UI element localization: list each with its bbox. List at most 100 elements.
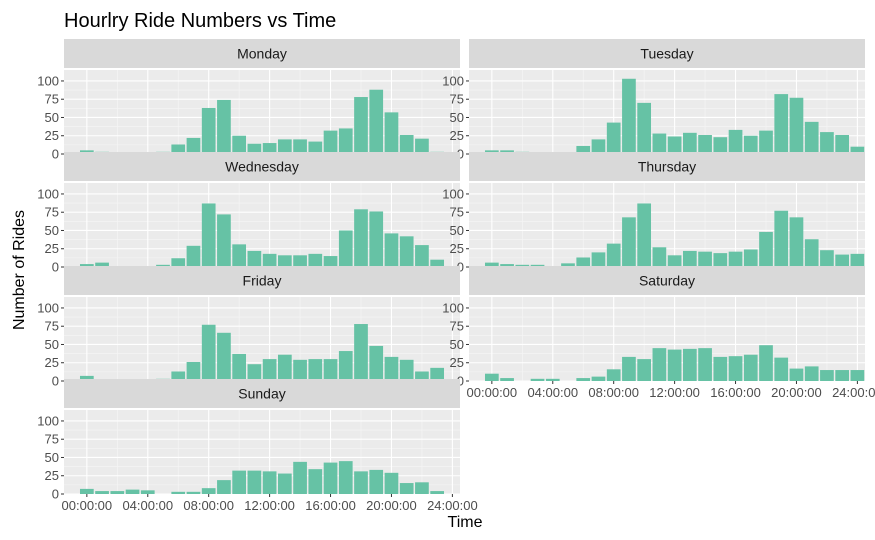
bar bbox=[820, 132, 834, 154]
y-tick-label: 0 bbox=[52, 487, 59, 502]
plot-panel bbox=[469, 297, 865, 381]
bar bbox=[415, 245, 429, 267]
bar bbox=[95, 491, 109, 494]
y-tick-label: 50 bbox=[45, 337, 59, 352]
bar bbox=[698, 348, 712, 381]
x-axis-title: Time bbox=[448, 514, 483, 531]
bar bbox=[728, 129, 743, 154]
facet-monday: Monday 0 25 50 75 100 bbox=[37, 39, 460, 162]
bar bbox=[171, 144, 186, 154]
y-tick-label: 50 bbox=[450, 110, 464, 125]
bar bbox=[277, 139, 292, 154]
y-tick-label: 75 bbox=[45, 432, 59, 447]
bar bbox=[850, 146, 865, 154]
bar bbox=[820, 370, 834, 381]
y-tick-label: 75 bbox=[45, 92, 59, 107]
bar bbox=[652, 348, 667, 381]
bar bbox=[232, 135, 247, 154]
bar bbox=[217, 214, 231, 267]
facet-strip bbox=[469, 266, 865, 295]
bar bbox=[713, 356, 728, 381]
bar bbox=[308, 469, 323, 494]
facet-strip bbox=[64, 39, 460, 68]
x-tick-label: 24:00:00 bbox=[832, 385, 875, 400]
y-tick-label: 100 bbox=[442, 73, 464, 88]
bar bbox=[338, 461, 353, 494]
bar bbox=[262, 253, 277, 267]
bar bbox=[667, 349, 682, 381]
bar bbox=[247, 364, 262, 381]
bar bbox=[500, 378, 514, 381]
bar bbox=[308, 359, 323, 381]
bar bbox=[399, 135, 414, 154]
bar bbox=[804, 366, 819, 381]
x-tick-label: 16:00:00 bbox=[305, 498, 356, 513]
facet-strip-label: Monday bbox=[237, 46, 287, 62]
bar bbox=[217, 332, 231, 381]
bar bbox=[530, 378, 545, 381]
y-tick-label: 100 bbox=[37, 413, 59, 428]
bar bbox=[743, 354, 758, 381]
bar bbox=[561, 263, 575, 267]
bar bbox=[415, 138, 429, 154]
bar bbox=[186, 137, 201, 154]
bar bbox=[338, 128, 353, 154]
y-tick-label: 25 bbox=[45, 128, 59, 143]
bar bbox=[743, 249, 758, 267]
y-tick-label: 75 bbox=[450, 205, 464, 220]
x-tick-label: 08:00:00 bbox=[588, 385, 639, 400]
bar bbox=[262, 143, 277, 154]
bar bbox=[430, 367, 445, 381]
bar bbox=[247, 143, 262, 154]
facet-strip bbox=[469, 152, 865, 181]
bar bbox=[804, 239, 819, 267]
bar bbox=[125, 489, 140, 494]
bar bbox=[201, 107, 216, 154]
bar bbox=[79, 264, 94, 267]
bar bbox=[399, 483, 414, 494]
y-tick-label: 0 bbox=[457, 374, 464, 389]
bar bbox=[293, 139, 307, 154]
y-tick-label: 75 bbox=[450, 319, 464, 334]
y-tick-label: 75 bbox=[45, 205, 59, 220]
x-tick-label: 16:00:00 bbox=[710, 385, 761, 400]
y-tick-label: 0 bbox=[457, 147, 464, 162]
bar bbox=[850, 253, 865, 267]
y-tick-label: 100 bbox=[37, 186, 59, 201]
bar bbox=[835, 254, 850, 267]
bar bbox=[698, 251, 712, 267]
bar bbox=[850, 370, 865, 381]
y-tick-label: 25 bbox=[450, 128, 464, 143]
bar bbox=[338, 230, 353, 267]
bar bbox=[576, 257, 591, 267]
facet-strip bbox=[469, 39, 865, 68]
y-tick-label: 25 bbox=[450, 355, 464, 370]
bar bbox=[262, 471, 277, 494]
bar bbox=[308, 141, 323, 154]
bar bbox=[79, 375, 94, 381]
bar bbox=[759, 231, 773, 267]
bar bbox=[591, 252, 606, 267]
facet-saturday: Saturday 0 25 50 75 100 00:00:00 04:00:00 08:00:… bbox=[442, 266, 875, 400]
bar bbox=[293, 359, 307, 381]
bar bbox=[354, 97, 368, 154]
bar bbox=[95, 262, 109, 267]
bar bbox=[247, 250, 262, 267]
y-tick-label: 75 bbox=[450, 92, 464, 107]
facet-strip-label: Sunday bbox=[238, 386, 285, 402]
bar bbox=[789, 97, 804, 154]
bar bbox=[835, 135, 850, 154]
bar bbox=[606, 369, 621, 381]
bar bbox=[789, 368, 804, 381]
bar bbox=[835, 370, 850, 381]
x-tick-label: 04:00:00 bbox=[122, 498, 173, 513]
x-tick-label: 24:00:00 bbox=[427, 498, 478, 513]
facet-strip bbox=[64, 152, 460, 181]
facet-wednesday: Wednesday 0 25 50 75 100 bbox=[37, 152, 460, 275]
bar bbox=[576, 145, 591, 154]
bar bbox=[308, 253, 323, 267]
bar bbox=[247, 470, 262, 494]
facet-strip-label: Tuesday bbox=[640, 46, 693, 62]
facet-strip-label: Friday bbox=[243, 273, 282, 289]
